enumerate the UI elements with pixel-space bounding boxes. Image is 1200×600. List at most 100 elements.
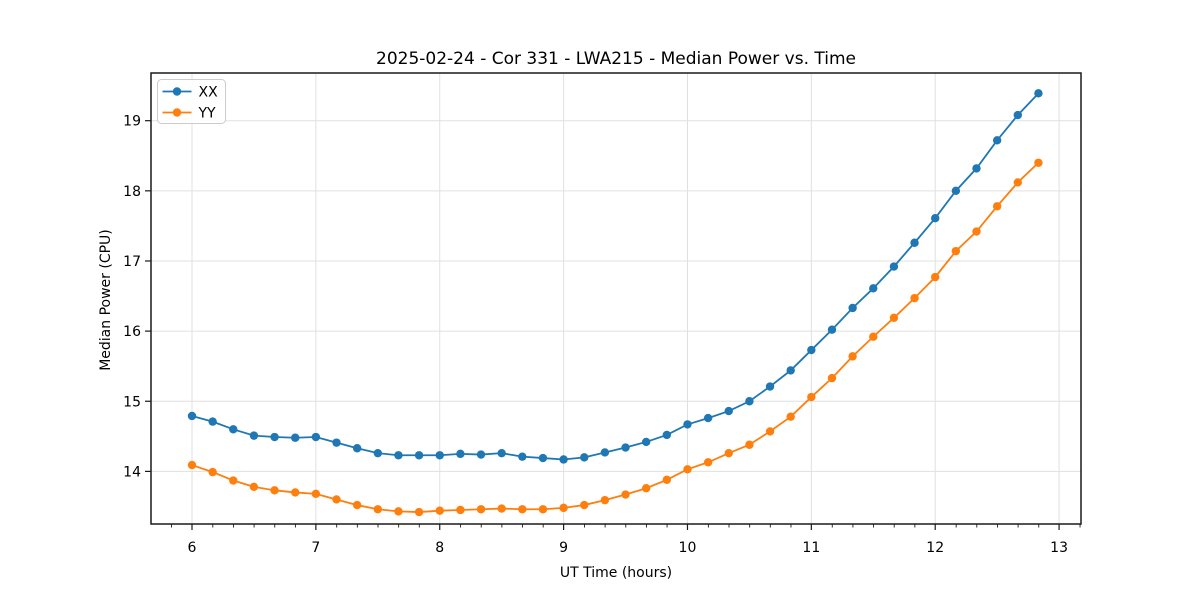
data-point-yy (827, 373, 837, 383)
data-point-yy (621, 490, 630, 499)
data-point-yy (951, 246, 961, 256)
data-point-xx (827, 325, 837, 334)
data-point-xx (1013, 110, 1022, 120)
x-tick-label: 9 (559, 540, 568, 556)
data-point-yy (662, 475, 672, 485)
data-point-xx (538, 453, 548, 463)
data-point-yy (373, 505, 383, 514)
data-point-yy (703, 458, 713, 467)
data-point-yy (538, 505, 548, 514)
data-point-xx (951, 186, 961, 196)
data-point-xx (249, 431, 259, 440)
data-point-xx (580, 453, 589, 462)
data-point-xx (497, 448, 506, 458)
legend-label-xx: XX (199, 85, 219, 101)
data-point-yy (807, 392, 816, 402)
axes-layer: 6 7 8 9 10 11 12 13 14 15 16 17 18 19 (123, 72, 1082, 556)
data-point-yy (765, 427, 775, 436)
data-point-yy (249, 482, 259, 492)
data-point-yy (559, 503, 568, 513)
y-axis-label: Median Power (CPU) (98, 229, 114, 371)
data-point-xx (745, 397, 754, 406)
data-point-xx (724, 406, 733, 416)
data-point-yy (435, 506, 444, 515)
data-point-yy (1034, 158, 1043, 167)
data-point-yy (580, 500, 589, 510)
data-point-xx (786, 366, 795, 375)
data-point-yy (311, 489, 321, 499)
chart-title: 2025-02-24 - Cor 331 - LWA215 - Median P… (376, 49, 856, 69)
data-point-yy (745, 440, 754, 449)
series-layer (187, 89, 1043, 517)
data-point-yy (786, 412, 795, 421)
legend-label-yy: YY (198, 106, 217, 122)
data-point-xx (352, 444, 362, 453)
data-point-xx (311, 432, 321, 442)
data-point-xx (476, 450, 486, 459)
data-point-xx (869, 284, 878, 293)
data-point-xx (931, 213, 940, 223)
y-tick-label: 19 (123, 114, 141, 130)
data-point-yy (518, 505, 527, 514)
data-point-yy (476, 505, 486, 514)
data-point-xx (456, 449, 465, 459)
data-point-xx (187, 411, 197, 421)
y-tick-label: 14 (123, 464, 141, 480)
data-point-yy (931, 272, 940, 282)
data-point-xx (992, 136, 1002, 145)
y-tick-label: 17 (123, 254, 141, 270)
data-point-yy (848, 352, 857, 361)
data-point-xx (910, 238, 919, 247)
data-point-yy (683, 465, 692, 474)
data-point-yy (229, 476, 238, 485)
x-axis-label: UT Time (hours) (560, 565, 672, 581)
x-tick-label: 13 (1050, 540, 1068, 556)
data-point-xx (641, 437, 651, 447)
data-point-yy (332, 495, 341, 504)
legend-marker (172, 108, 182, 117)
data-point-yy (456, 505, 465, 515)
x-tick-label: 7 (311, 540, 320, 556)
data-point-yy (414, 507, 424, 517)
data-point-xx (229, 425, 238, 434)
data-point-xx (1034, 89, 1043, 98)
grid-layer (151, 73, 1081, 524)
data-point-xx (208, 417, 217, 426)
data-point-xx (435, 451, 444, 460)
series-line-yy (191, 162, 1040, 513)
data-point-yy (187, 460, 197, 470)
data-point-xx (972, 164, 981, 173)
data-point-xx (621, 443, 630, 452)
data-point-yy (497, 504, 506, 513)
y-tick-label: 15 (123, 394, 141, 410)
data-point-xx (518, 452, 527, 461)
data-point-xx (683, 420, 692, 429)
data-point-xx (807, 345, 816, 355)
data-point-xx (559, 455, 568, 464)
data-point-yy (352, 500, 362, 510)
y-tick-label: 18 (123, 184, 141, 200)
data-point-xx (662, 430, 672, 440)
y-tick-label: 16 (123, 324, 141, 340)
data-point-xx (270, 432, 279, 442)
x-tick-label: 12 (926, 540, 944, 556)
x-tick-label: 10 (679, 540, 697, 556)
legend: XX YY (157, 79, 226, 124)
data-point-xx (765, 382, 775, 391)
data-point-yy (291, 488, 300, 497)
data-point-yy (394, 507, 403, 516)
data-point-yy (992, 202, 1002, 211)
data-point-xx (600, 448, 610, 457)
legend-marker (172, 87, 182, 96)
plot-border (150, 72, 1082, 525)
series-line-xx (191, 92, 1040, 461)
data-point-xx (889, 262, 899, 271)
data-point-yy (208, 467, 217, 477)
x-tick-label: 8 (435, 540, 444, 556)
data-point-yy (889, 313, 899, 322)
data-point-yy (910, 293, 919, 303)
data-point-xx (414, 451, 424, 460)
data-point-xx (848, 303, 857, 313)
